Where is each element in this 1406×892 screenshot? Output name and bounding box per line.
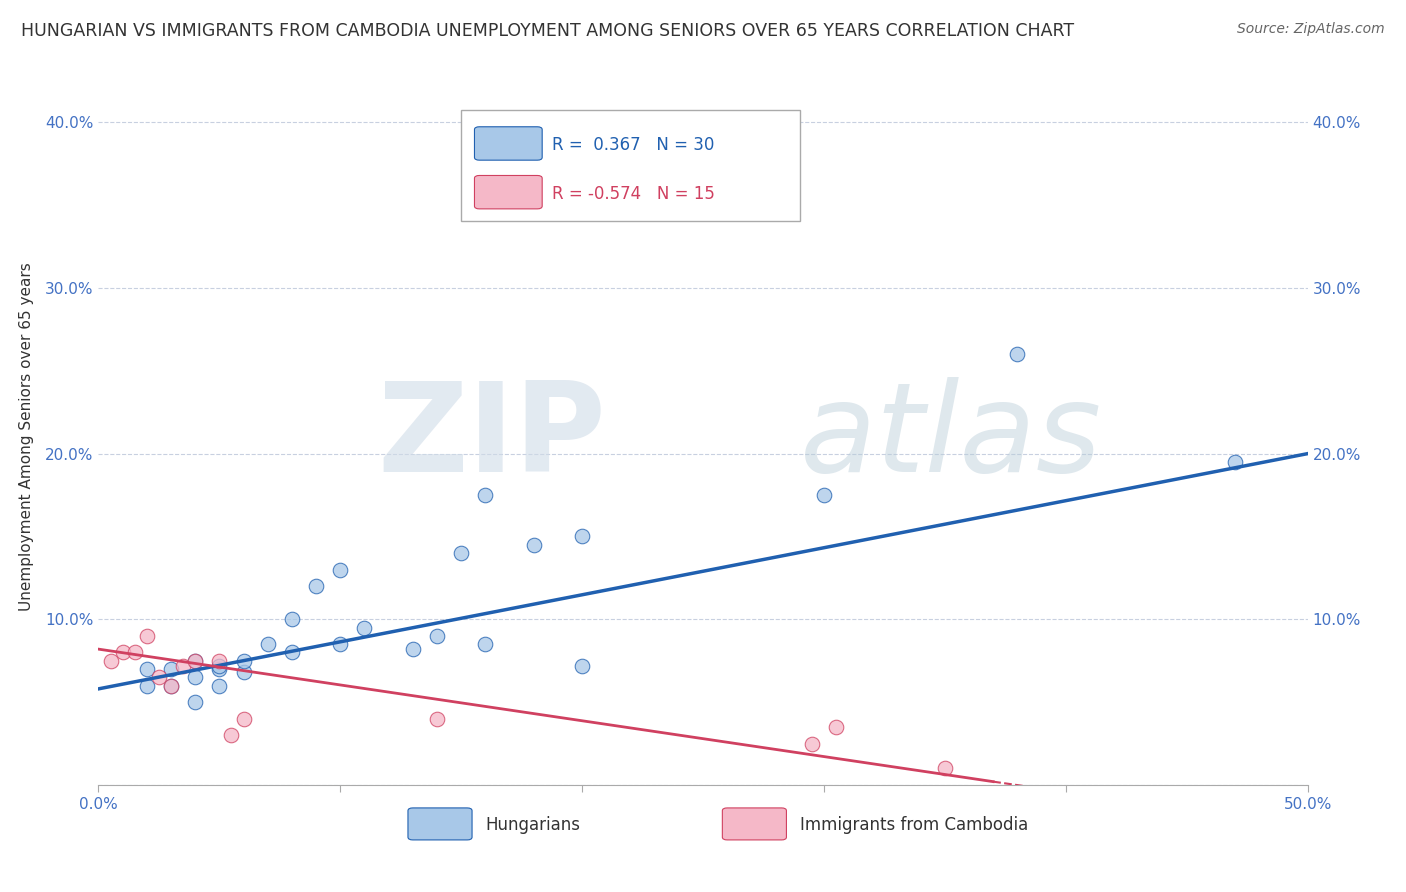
Point: [184, 654, 207, 668]
Point: [329, 563, 352, 577]
Text: R = -0.574   N = 15: R = -0.574 N = 15: [551, 185, 714, 202]
Text: Immigrants from Cambodia: Immigrants from Cambodia: [800, 815, 1028, 834]
Text: HUNGARIAN VS IMMIGRANTS FROM CAMBODIA UNEMPLOYMENT AMONG SENIORS OVER 65 YEARS C: HUNGARIAN VS IMMIGRANTS FROM CAMBODIA UN…: [21, 22, 1074, 40]
Point: [184, 654, 207, 668]
Point: [571, 529, 593, 543]
Point: [800, 737, 823, 751]
Point: [1007, 347, 1029, 361]
FancyBboxPatch shape: [723, 808, 786, 840]
Point: [934, 761, 956, 775]
Point: [124, 645, 146, 659]
Point: [111, 645, 134, 659]
Point: [571, 658, 593, 673]
Point: [100, 654, 122, 668]
Point: [160, 679, 183, 693]
FancyBboxPatch shape: [474, 127, 543, 161]
Point: [221, 728, 243, 742]
Point: [305, 579, 328, 593]
Text: Hungarians: Hungarians: [485, 815, 581, 834]
Point: [825, 720, 848, 734]
Text: R =  0.367   N = 30: R = 0.367 N = 30: [551, 136, 714, 153]
Point: [172, 658, 194, 673]
Point: [474, 637, 496, 651]
Point: [329, 637, 352, 651]
Point: [208, 662, 231, 676]
Point: [281, 645, 304, 659]
Point: [135, 679, 157, 693]
Point: [208, 658, 231, 673]
Point: [148, 670, 170, 684]
Point: [813, 488, 835, 502]
Point: [1223, 455, 1246, 469]
Text: Source: ZipAtlas.com: Source: ZipAtlas.com: [1237, 22, 1385, 37]
Y-axis label: Unemployment Among Seniors over 65 years: Unemployment Among Seniors over 65 years: [18, 263, 34, 611]
Point: [232, 654, 254, 668]
FancyBboxPatch shape: [408, 808, 472, 840]
Point: [208, 679, 231, 693]
Point: [232, 665, 254, 680]
Point: [474, 488, 496, 502]
Point: [426, 629, 449, 643]
Point: [426, 712, 449, 726]
Point: [160, 662, 183, 676]
Point: [402, 642, 425, 657]
Point: [256, 637, 278, 651]
Point: [135, 629, 157, 643]
Point: [184, 670, 207, 684]
Point: [232, 712, 254, 726]
Text: ZIP: ZIP: [378, 376, 606, 498]
Point: [523, 538, 546, 552]
Point: [281, 612, 304, 626]
Point: [353, 621, 375, 635]
FancyBboxPatch shape: [461, 110, 800, 221]
Point: [135, 662, 157, 676]
Point: [450, 546, 472, 560]
Point: [184, 695, 207, 709]
Text: atlas: atlas: [800, 376, 1102, 498]
Point: [208, 654, 231, 668]
Point: [160, 679, 183, 693]
FancyBboxPatch shape: [474, 176, 543, 209]
